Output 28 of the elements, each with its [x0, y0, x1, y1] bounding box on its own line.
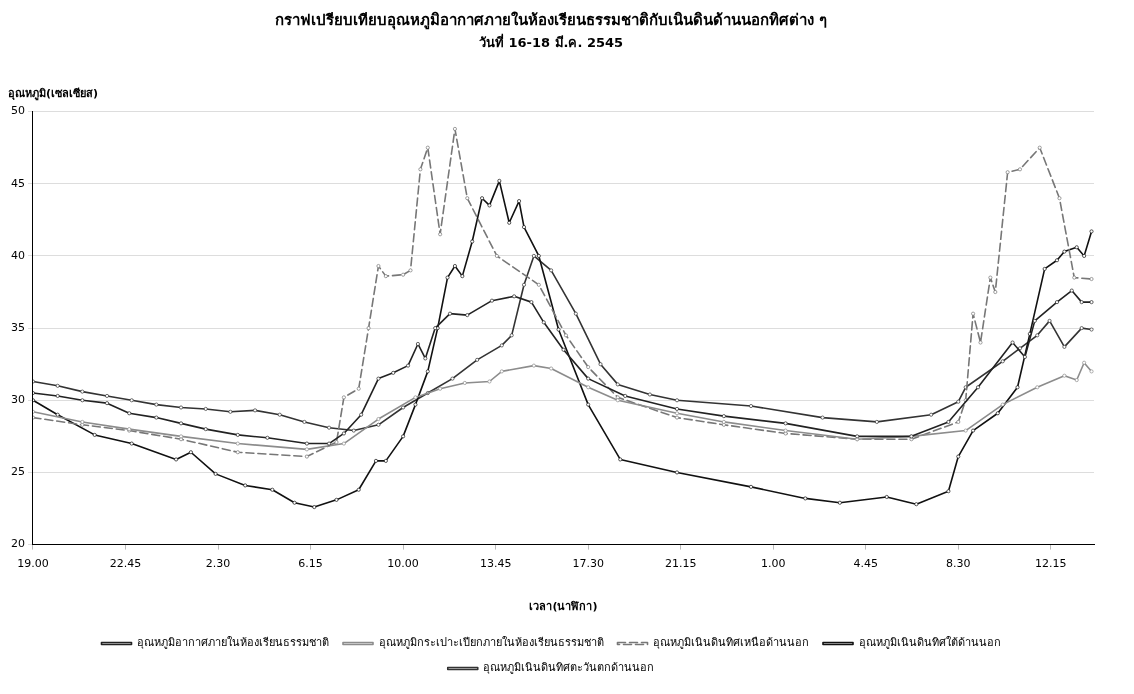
x-tick-label: 19.00 — [17, 557, 49, 571]
x-tick-label: 10.00 — [387, 557, 419, 571]
x-tick-label: 1.00 — [760, 557, 786, 571]
x-tick-label: 8.30 — [946, 557, 971, 571]
x-tick-label: 17.30 — [572, 557, 604, 571]
legend-label: อุณหภูมิเนินดินทิศเหนือด้านนอก — [653, 636, 809, 650]
y-tick-label: 40 — [11, 248, 25, 262]
y-tick-label: 25 — [11, 465, 25, 479]
y-tick-label: 20 — [11, 537, 25, 551]
x-tick-label: 6.15 — [298, 557, 323, 571]
y-tick-label: 30 — [11, 393, 25, 407]
chart-title: กราฟเปรียบเทียบอุณหภูมิอากาศภายในห้องเรียนธรรมชาติกับเนินดินด้านนอกทิศต่าง ๆ — [274, 10, 828, 30]
x-tick-label: 22.45 — [109, 557, 142, 571]
y-axis-title: อุณหภูมิ(เซลเซียส) — [8, 86, 99, 101]
x-axis-title: เวลา(นาฬิกา) — [529, 600, 598, 614]
x-tick-label: 2.30 — [205, 557, 231, 571]
y-tick-label: 50 — [11, 104, 25, 118]
y-tick-label: 45 — [11, 176, 25, 190]
x-tick-label: 21.15 — [664, 557, 697, 571]
legend-label: อุณหภูมิกระเปาะเปียกภายในห้องเรียนธรรมชาติ — [378, 636, 604, 650]
x-tick-label: 4.45 — [853, 557, 879, 571]
legend-label: อุณหภูมิอากาศภายในห้องเรียนธรรมชาติ — [137, 636, 329, 650]
chart-subtitle: วันที่ 16-18 มี.ค. 2545 — [478, 33, 624, 51]
x-tick-label: 12.15 — [1035, 557, 1067, 571]
legend-label: อุณหภูมิเนินดินทิศตะวันตกด้านนอก — [483, 661, 655, 675]
y-tick-label: 35 — [11, 320, 25, 334]
legend-label: อุณหภูมิเนินดินทิศใต้ด้านนอก — [858, 636, 1001, 650]
x-tick-label: 13.45 — [479, 557, 512, 571]
